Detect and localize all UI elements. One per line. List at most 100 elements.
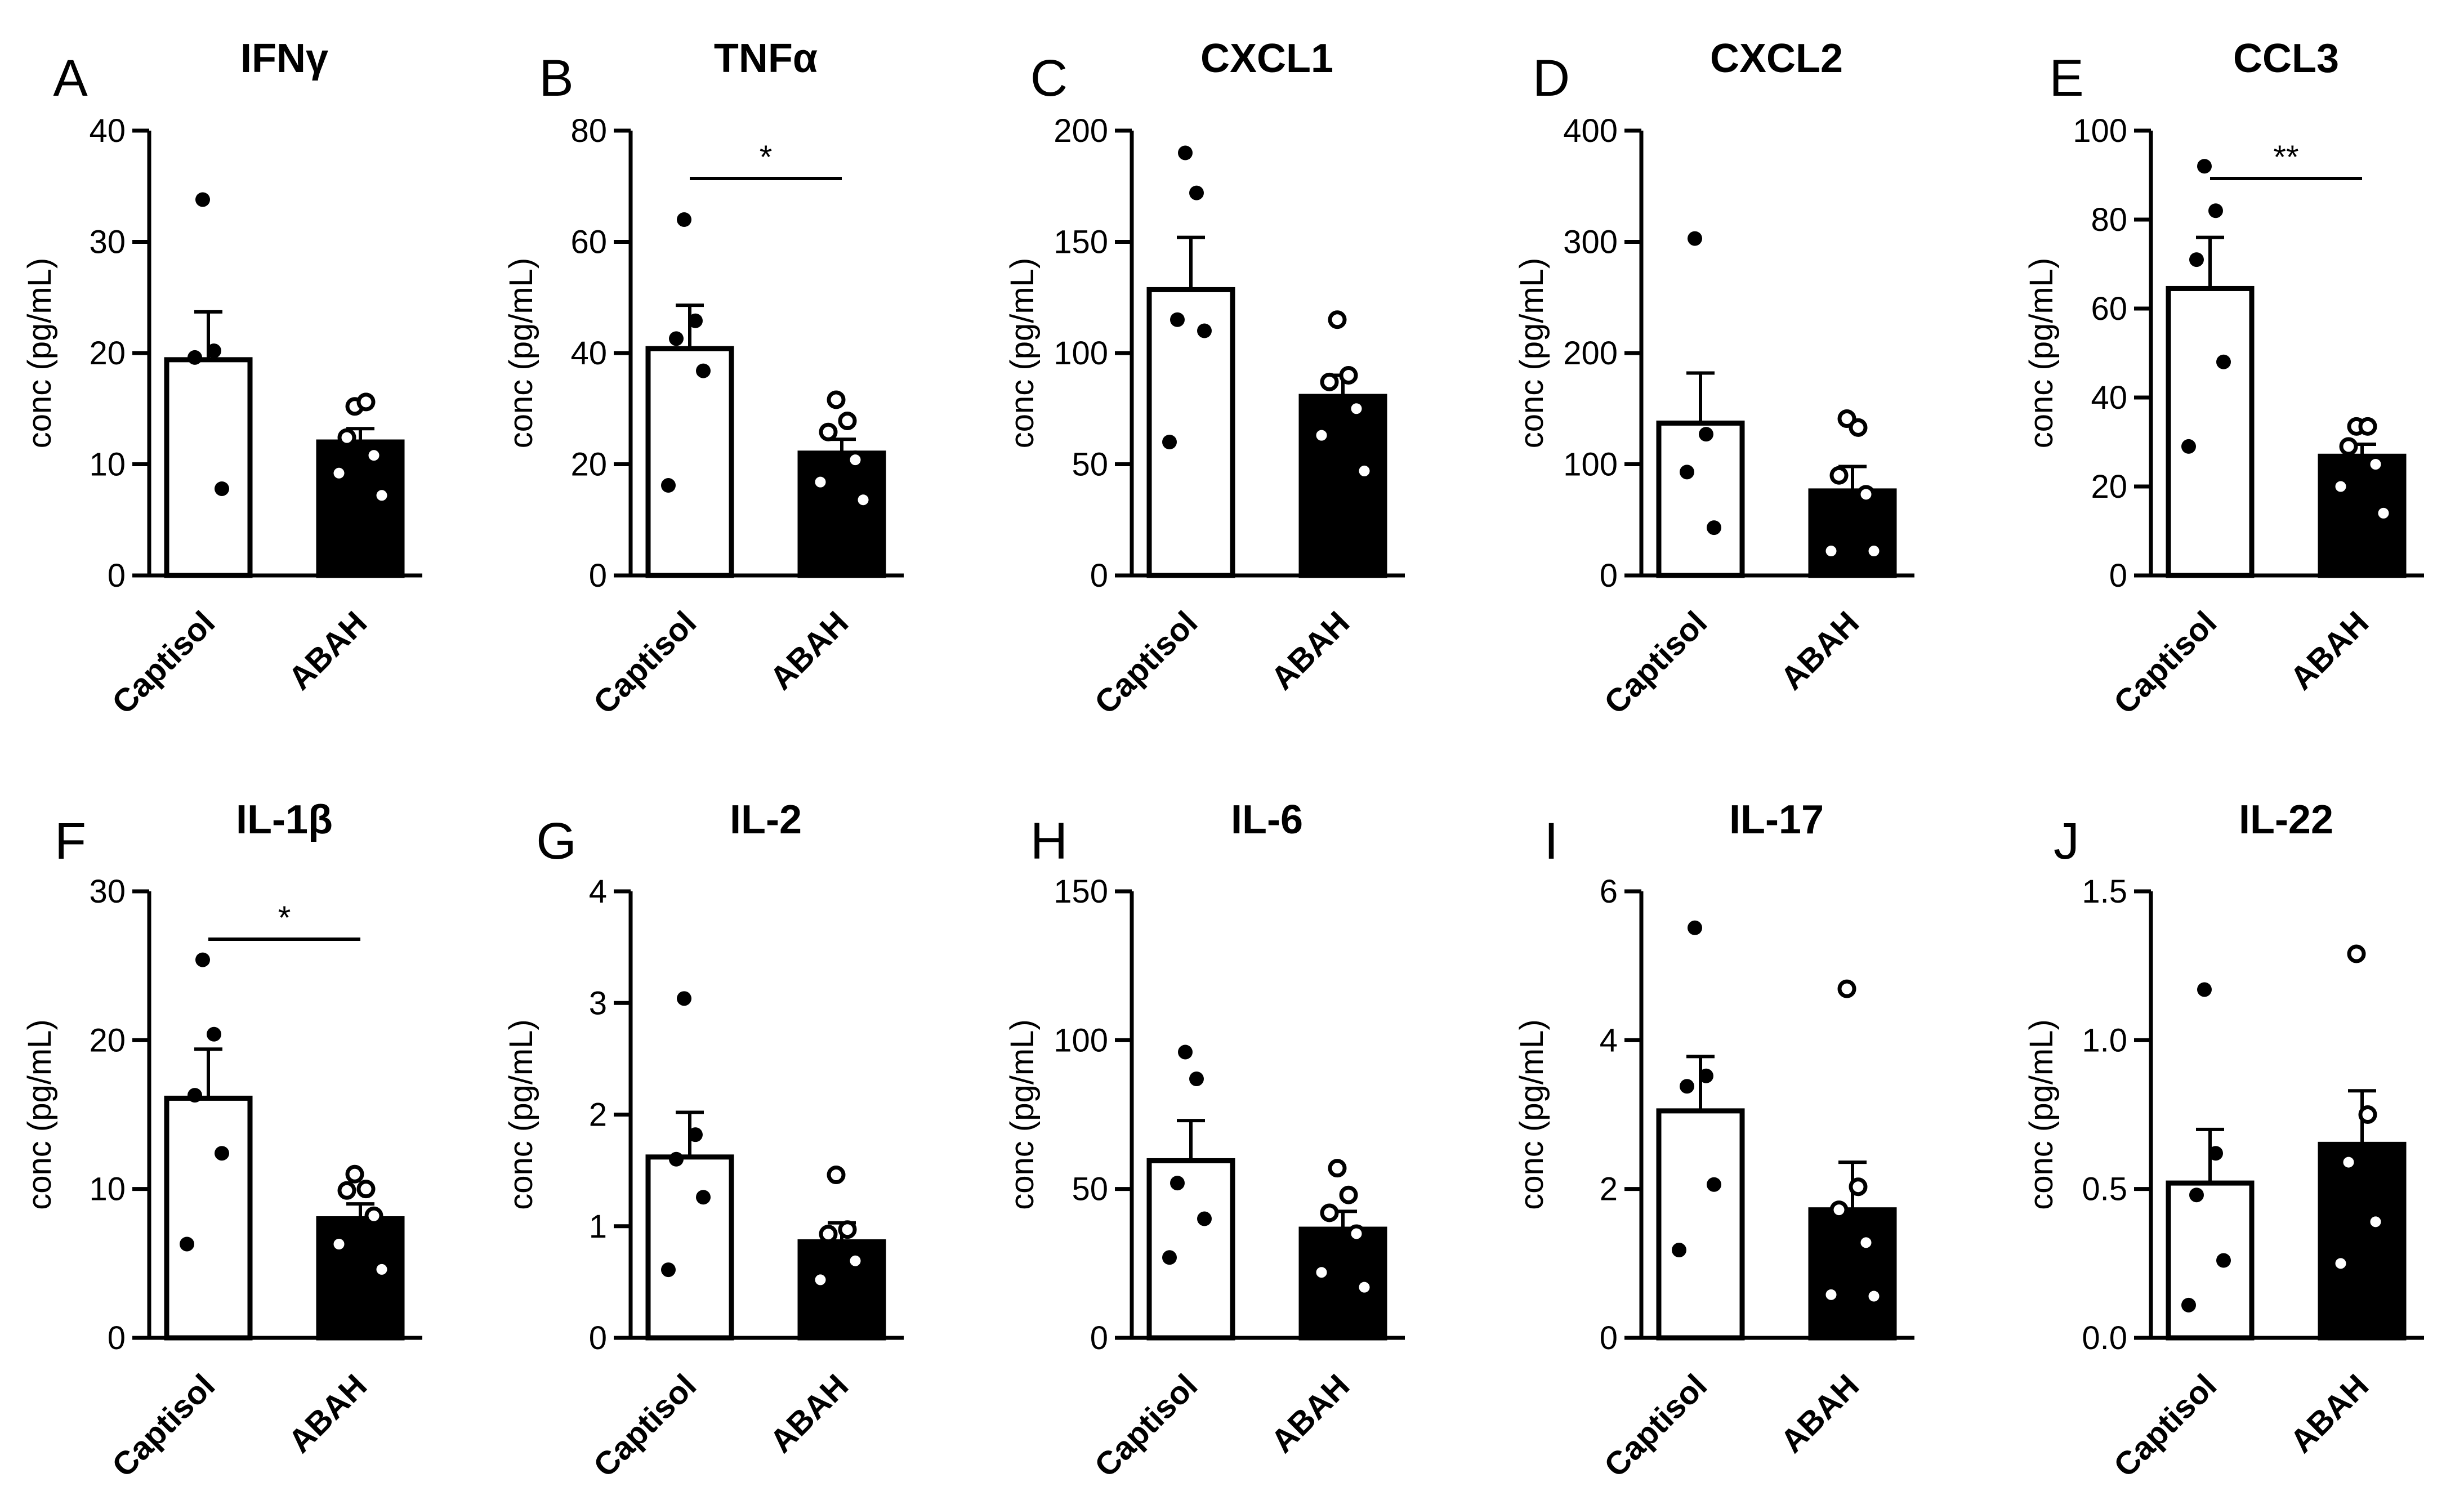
category-label: ABAH <box>1774 604 1866 697</box>
y-tick-label: 20 <box>89 335 126 372</box>
y-tick-label: 0 <box>1600 1320 1618 1356</box>
y-axis-label: conc (pg/mL) <box>503 258 539 448</box>
category-label: Captisol <box>2106 604 2224 721</box>
category-label: Captisol <box>1597 1367 1714 1484</box>
data-point <box>1699 427 1713 442</box>
y-tick-label: 60 <box>2091 291 2127 327</box>
panel-b: B TNFα 0 20 40 60 80 conc (pg/mL) Captisol ABAH * <box>503 36 904 721</box>
y-tick-label: 1 <box>589 1208 607 1245</box>
data-point <box>1699 1068 1713 1083</box>
data-point <box>1328 1159 1347 1178</box>
category-label: ABAH <box>763 1367 855 1459</box>
y-tick-label: 10 <box>89 447 126 483</box>
y-tick-label: 30 <box>89 873 126 910</box>
data-point <box>846 450 865 470</box>
y-tick-label: 150 <box>1054 873 1108 910</box>
data-point <box>1339 1185 1358 1204</box>
y-tick-label: 400 <box>1563 113 1618 149</box>
y-tick-label: 20 <box>2091 468 2127 505</box>
y-tick-label: 0 <box>589 557 607 594</box>
data-point <box>661 1262 676 1278</box>
significance-label: * <box>278 900 291 936</box>
data-point <box>356 392 376 412</box>
y-axis-label: conc (pg/mL) <box>1004 1019 1041 1209</box>
y-tick-label: 100 <box>2073 113 2127 149</box>
data-point <box>1672 1243 1686 1258</box>
data-point <box>1162 1250 1177 1265</box>
y-tick-label: 10 <box>89 1171 126 1208</box>
data-point <box>329 463 349 483</box>
data-point <box>2331 477 2350 496</box>
bar-captisol <box>164 1095 253 1341</box>
panel-title: CXCL2 <box>1710 36 1843 81</box>
bar-abah <box>1298 394 1387 578</box>
category-label: ABAH <box>2283 1367 2376 1459</box>
y-tick-label: 40 <box>89 113 126 149</box>
panel-letter: H <box>1030 813 1068 870</box>
category-label: Captisol <box>586 1367 703 1484</box>
panel-letter: C <box>1030 50 1068 107</box>
y-tick-label: 6 <box>1600 873 1618 910</box>
data-point <box>696 1190 711 1205</box>
data-point <box>337 1181 356 1200</box>
data-point <box>364 446 383 465</box>
bar-captisol <box>1146 1158 1235 1341</box>
y-tick-label: 4 <box>589 873 607 910</box>
data-point <box>1189 1072 1204 1087</box>
data-point <box>345 1164 364 1184</box>
panel-j: J IL-22 0.0 0.5 1.0 1.5 conc (pg/mL) Captisol AB… <box>2023 797 2424 1484</box>
data-point <box>2189 252 2204 267</box>
significance-label: ** <box>2273 139 2298 176</box>
y-tick-label: 4 <box>1600 1022 1618 1059</box>
y-tick-label: 3 <box>589 985 607 1021</box>
y-tick-label: 200 <box>1563 335 1618 372</box>
y-tick-label: 20 <box>89 1022 126 1059</box>
data-point <box>1355 1278 1374 1297</box>
data-point <box>854 490 873 510</box>
data-point <box>1328 310 1347 329</box>
data-point <box>1347 1224 1366 1243</box>
bar-captisol <box>645 1154 734 1341</box>
data-point <box>819 1225 838 1244</box>
data-point <box>1864 1287 1883 1306</box>
data-point <box>2197 982 2212 997</box>
data-point <box>688 313 703 328</box>
y-tick-label: 100 <box>1054 1022 1108 1059</box>
category-label: Captisol <box>586 604 703 721</box>
data-point <box>677 991 691 1006</box>
data-point <box>669 1151 684 1167</box>
bar-abah <box>797 1239 886 1341</box>
y-tick-label: 0 <box>2109 557 2127 594</box>
category-label: Captisol <box>1087 1367 1204 1484</box>
data-point <box>372 486 391 505</box>
data-point <box>2347 944 2366 963</box>
panel-letter: F <box>55 813 86 870</box>
data-point <box>1170 312 1185 327</box>
data-point <box>2366 455 2385 474</box>
category-label: ABAH <box>763 604 855 697</box>
data-point <box>2197 159 2212 174</box>
y-axis-label: conc (pg/mL) <box>1004 258 1041 448</box>
bar-captisol <box>2166 1180 2255 1341</box>
y-axis-label: conc (pg/mL) <box>2023 258 2060 448</box>
data-point <box>1688 231 1702 246</box>
data-point <box>2189 1188 2204 1203</box>
panel-title: IL-22 <box>2239 797 2333 842</box>
y-tick-label: 50 <box>1072 1171 1108 1208</box>
bar-abah <box>316 1216 405 1341</box>
category-label: Captisol <box>105 604 222 721</box>
bar-captisol <box>1146 287 1235 578</box>
y-tick-label: 0 <box>589 1320 607 1356</box>
data-point <box>180 1236 194 1252</box>
data-point <box>2339 437 2358 456</box>
y-tick-label: 0 <box>1090 1320 1108 1356</box>
data-point <box>2331 1254 2350 1273</box>
data-point <box>2216 1253 2231 1268</box>
y-axis-label: conc (pg/mL) <box>2023 1019 2060 1209</box>
bar-abah <box>1808 1207 1897 1341</box>
y-tick-label: 30 <box>89 224 126 261</box>
data-point <box>838 411 857 430</box>
y-tick-label: 0 <box>108 557 126 594</box>
data-point <box>188 350 202 365</box>
data-point <box>2358 1105 2377 1124</box>
